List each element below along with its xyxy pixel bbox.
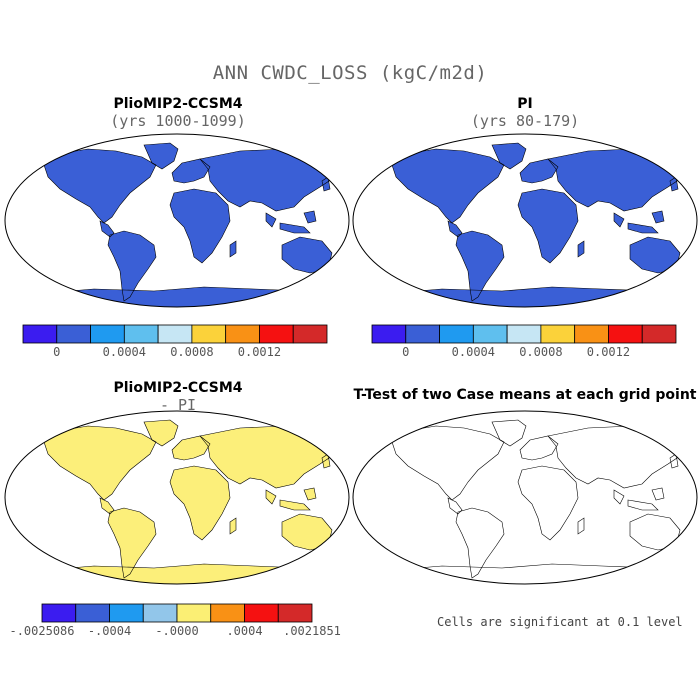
panel4-title: T-Test of two Case means at each grid po…: [353, 387, 697, 403]
colorbar-swatch: [225, 324, 260, 344]
colorbar-swatch: [574, 324, 609, 344]
colorbar-swatch: [641, 324, 677, 344]
colorbar-tick-label: .0004: [226, 624, 263, 638]
colorbar-swatch: [157, 324, 193, 344]
panel2-subtitle: (yrs 80-179): [470, 112, 580, 130]
colorbar-swatch: [244, 603, 279, 623]
panel3-subtitle: - PI: [159, 396, 197, 414]
colorbar-swatch: [405, 324, 440, 344]
colorbar-abs-right: [371, 324, 677, 344]
colorbar-swatch: [22, 324, 58, 344]
colorbar-swatch: [142, 603, 178, 623]
colorbar-tick-label: -.0025086: [9, 624, 75, 638]
colorbar-swatch: [506, 324, 542, 344]
figure-title: ANN CWDC_LOSS (kgC/m2d): [212, 62, 488, 84]
colorbar-swatch: [75, 603, 110, 623]
panel1-subtitle: (yrs 1000-1099): [110, 112, 246, 130]
colorbar-swatch: [292, 324, 328, 344]
colorbar-difference: [41, 603, 313, 623]
colorbar-swatch: [109, 603, 144, 623]
colorbar-swatch: [123, 324, 159, 344]
colorbar-tick-label: 0.0012: [237, 345, 282, 359]
colorbar-tick-label: 0: [53, 345, 61, 359]
colorbar-swatch: [210, 603, 245, 623]
panel1-title: PlioMIP2-CCSM4: [113, 96, 243, 112]
colorbar-tick-label: -.0004: [87, 624, 132, 638]
colorbar-tick-label: -.0000: [155, 624, 199, 638]
colorbar-abs-left: [22, 324, 328, 344]
panel2-title: PI: [517, 96, 533, 112]
map-panel-pi: [352, 133, 698, 308]
colorbar-tick-label: 0: [402, 345, 410, 359]
colorbar-swatch: [191, 324, 227, 344]
colorbar-swatch: [371, 324, 407, 344]
colorbar-tick-label: 0.0008: [170, 345, 214, 359]
colorbar-swatch: [277, 603, 313, 623]
colorbar-tick-label: 0.0008: [519, 345, 563, 359]
colorbar-swatch: [41, 603, 77, 623]
colorbar-swatch: [176, 603, 212, 623]
colorbar-swatch: [90, 324, 125, 344]
map-panel-ttest: [352, 410, 698, 585]
colorbar-tick-label: 0.0004: [102, 345, 147, 359]
colorbar-swatch: [439, 324, 474, 344]
map-panel-difference: [4, 410, 350, 585]
significance-note: Cells are significant at 0.1 level: [437, 615, 683, 629]
colorbar-tick-label: .0021851: [283, 624, 341, 638]
map-panel-pliomip2: [4, 133, 350, 308]
colorbar-tick-label: 0.0012: [586, 345, 631, 359]
colorbar-tick-label: 0.0004: [451, 345, 496, 359]
colorbar-swatch: [259, 324, 294, 344]
colorbar-swatch: [540, 324, 576, 344]
colorbar-swatch: [608, 324, 643, 344]
colorbar-swatch: [56, 324, 91, 344]
colorbar-swatch: [472, 324, 508, 344]
panel3-title: PlioMIP2-CCSM4: [113, 380, 243, 396]
